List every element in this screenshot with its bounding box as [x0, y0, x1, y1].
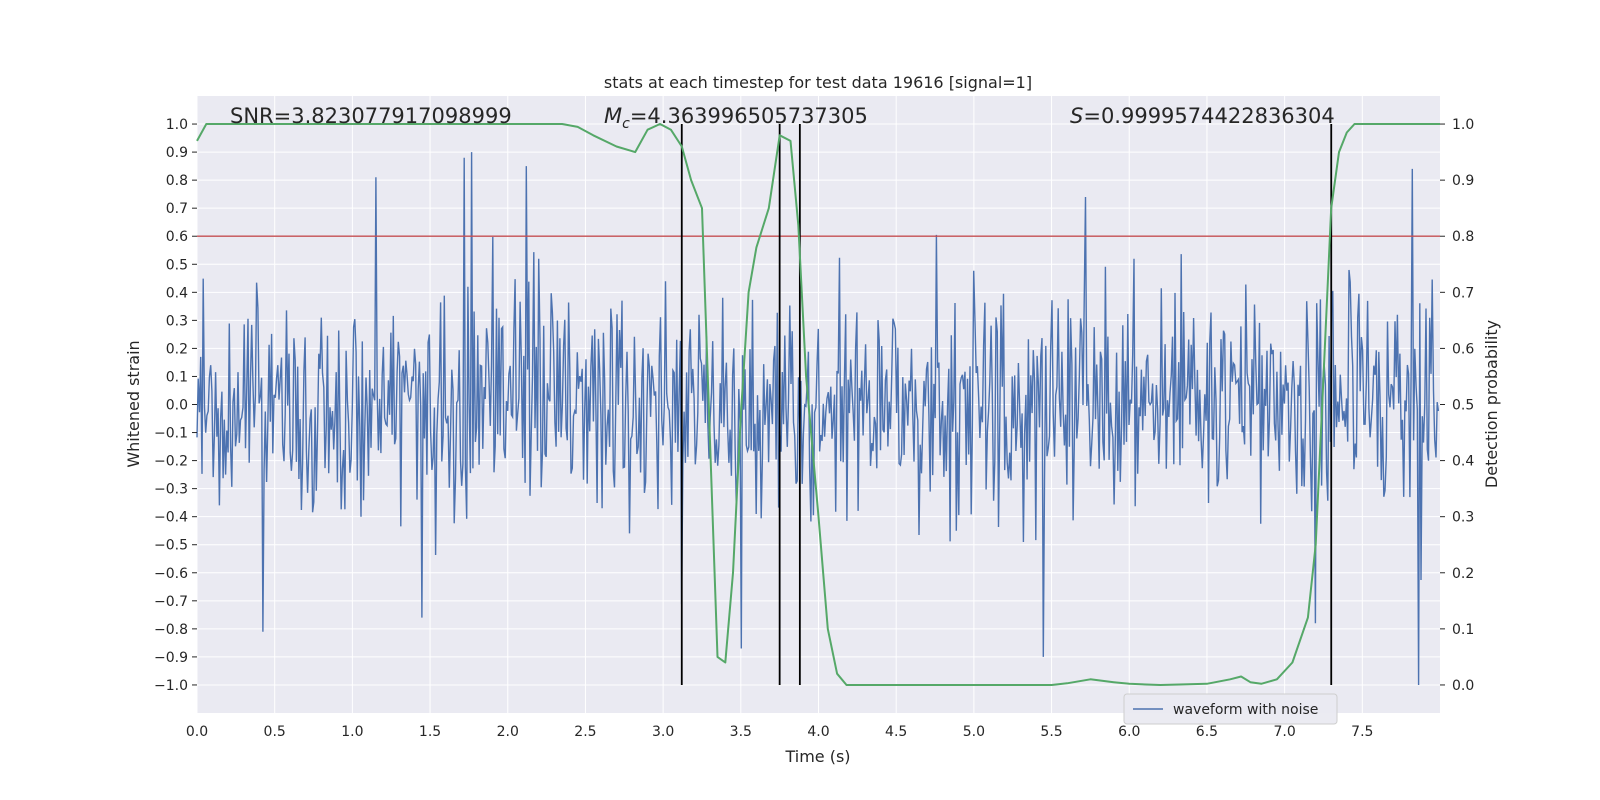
detection-probability-line	[196, 123, 1440, 686]
y-tick-label: 0.9	[166, 145, 188, 161]
x-tick-label: 0.5	[264, 724, 286, 740]
x-tick-label: 1.5	[419, 724, 441, 740]
chirp-mass-value: =4.363996505737305	[630, 104, 868, 128]
chirp-mass-annotation: Mc=4.363996505737305	[604, 104, 868, 132]
waveform-line	[196, 152, 1440, 686]
y-right-tick-label: 0.5	[1452, 398, 1474, 414]
y-tick-label: −0.6	[154, 566, 188, 582]
snr-annotation: SNR=3.823077917098999	[230, 104, 512, 128]
y-right-tick-label: 0.8	[1452, 229, 1474, 245]
y-tick-label: 0.4	[166, 285, 188, 301]
x-tick-label: 5.0	[963, 724, 985, 740]
legend-label: waveform with noise	[1173, 702, 1318, 718]
chart-title: stats at each timestep for test data 196…	[604, 73, 1032, 92]
y-tick-label: 0.8	[166, 173, 188, 189]
y-right-tick-label: 0.6	[1452, 341, 1474, 357]
y-axis-label: Whitened strain	[124, 340, 143, 467]
y-right-tick-label: 0.0	[1452, 678, 1474, 694]
x-axis-label: Time (s)	[784, 747, 850, 766]
y-right-tick-label: 0.2	[1452, 566, 1474, 582]
y-tick-label: 0.1	[166, 369, 188, 385]
x-tick-label: 4.0	[807, 724, 829, 740]
y-tick-label: −0.2	[154, 454, 188, 470]
y-tick-label: 0.5	[166, 257, 188, 273]
y-axis-ticks: 1.0 0.9 0.8 0.7 0.6 0.5 0.4 0.3 0.2 0.1 0.0 −0.1 −0.…	[154, 117, 197, 694]
y-tick-label: −1.0	[154, 678, 188, 694]
x-tick-label: 2.5	[574, 724, 596, 740]
y-tick-label: 1.0	[166, 117, 188, 133]
y-right-tick-label: 0.4	[1452, 454, 1474, 470]
y-tick-label: −0.3	[154, 482, 188, 498]
y-right-tick-label: 1.0	[1452, 117, 1474, 133]
y-tick-label: 0.6	[166, 229, 188, 245]
chirp-mass-subscript: c	[622, 116, 630, 132]
x-tick-label: 2.0	[497, 724, 519, 740]
x-axis-ticks: 0.0 0.5 1.0 1.5 2.0 2.5 3.0 3.5 4.0 4.5 5.0 5.5 6.0 6…	[186, 724, 1374, 740]
s-value: =0.9999574422836304	[1083, 104, 1334, 128]
probability-series	[196, 123, 1440, 686]
x-tick-label: 5.5	[1040, 724, 1062, 740]
y-right-tick-label: 0.7	[1452, 285, 1474, 301]
y-right-axis-label: Detection probability	[1482, 320, 1501, 488]
x-tick-label: 7.0	[1273, 724, 1295, 740]
y-tick-label: −0.9	[154, 650, 188, 666]
y-tick-label: 0.7	[166, 201, 188, 217]
x-tick-label: 7.5	[1351, 724, 1373, 740]
y-right-tick-label: 0.9	[1452, 173, 1474, 189]
y-tick-label: −0.7	[154, 594, 188, 610]
y-right-tick-label: 0.3	[1452, 510, 1474, 526]
y-tick-label: −0.8	[154, 622, 188, 638]
y-tick-label: −0.1	[154, 426, 188, 442]
x-tick-label: 6.0	[1118, 724, 1140, 740]
y-tick-label: 0.2	[166, 341, 188, 357]
y-right-axis-ticks: 1.0 0.9 0.8 0.7 0.6 0.5 0.4 0.3 0.2 0.1 0.0	[1440, 117, 1474, 694]
y-tick-label: 0.0	[166, 398, 188, 414]
legend-box	[1123, 693, 1338, 725]
x-tick-label: 3.0	[652, 724, 674, 740]
legend: waveform with noise	[1123, 693, 1338, 725]
y-tick-label: −0.4	[154, 510, 188, 526]
x-tick-label: 1.0	[341, 724, 363, 740]
x-tick-label: 3.5	[730, 724, 752, 740]
chirp-mass-symbol: M	[604, 104, 622, 128]
s-annotation: S=0.9999574422836304	[1070, 104, 1335, 128]
y-tick-label: 0.3	[166, 313, 188, 329]
s-symbol: S	[1070, 104, 1083, 128]
y-right-tick-label: 0.1	[1452, 622, 1474, 638]
x-tick-label: 4.5	[885, 724, 907, 740]
x-tick-label: 0.0	[186, 724, 208, 740]
waveform-series	[196, 152, 1440, 686]
x-tick-label: 6.5	[1196, 724, 1218, 740]
y-tick-label: −0.5	[154, 538, 188, 554]
